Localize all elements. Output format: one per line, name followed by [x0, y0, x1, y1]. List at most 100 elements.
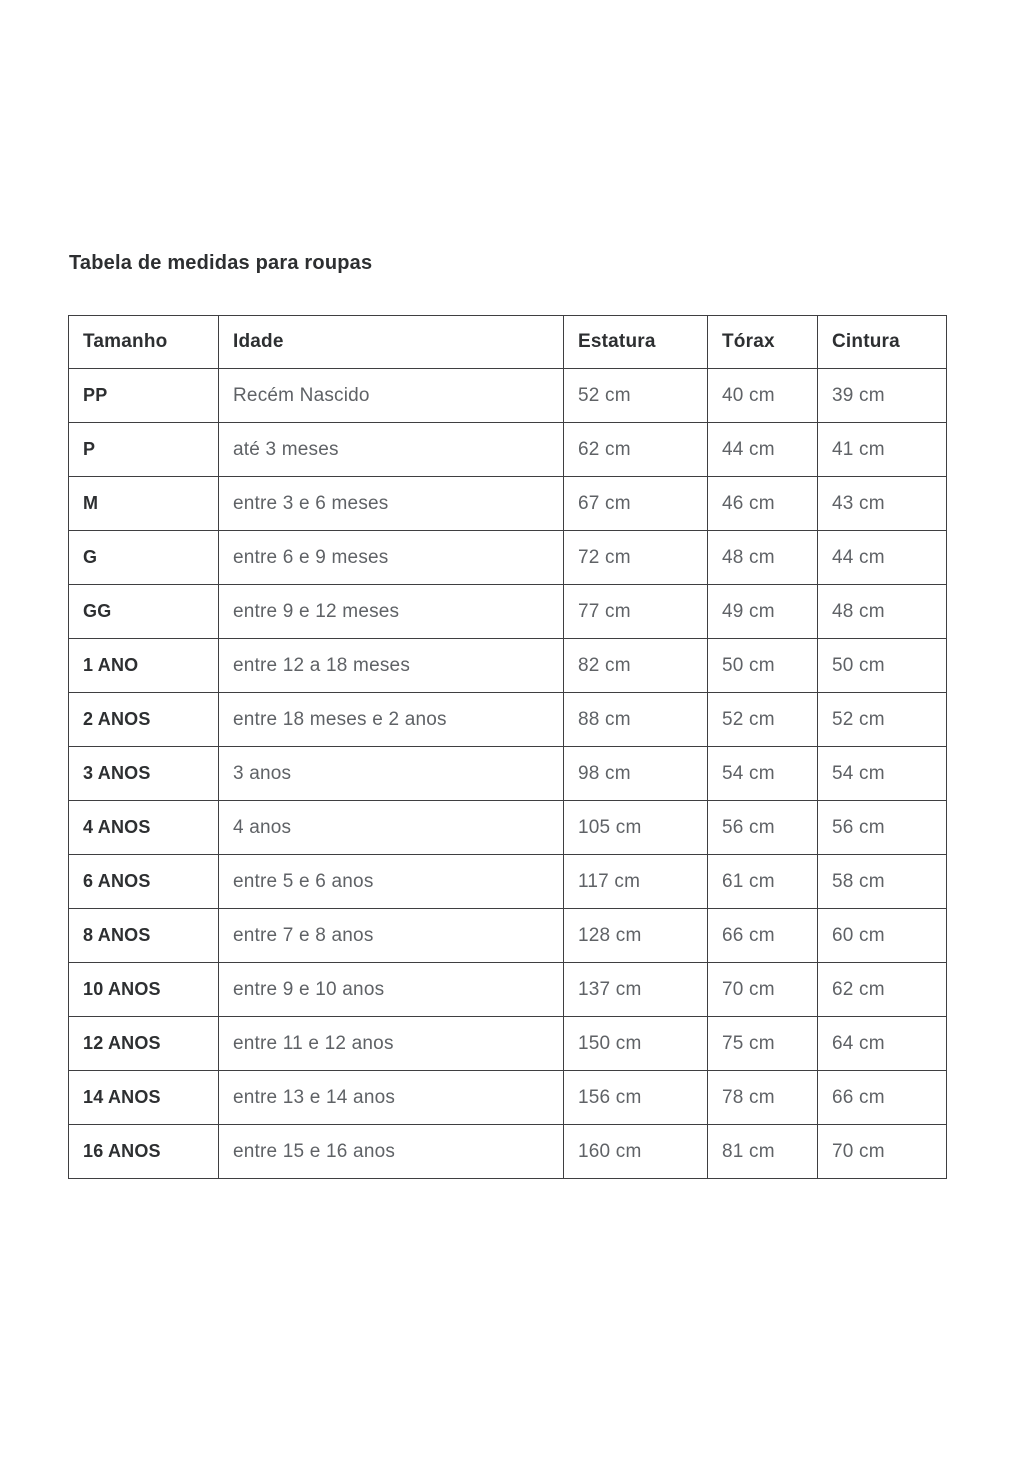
- age-cell: entre 9 e 12 meses: [218, 584, 564, 639]
- age-cell: entre 6 e 9 meses: [218, 530, 564, 585]
- chest-cell: 40 cm: [707, 368, 818, 423]
- waist-cell: 48 cm: [817, 584, 947, 639]
- height-cell: 88 cm: [563, 692, 708, 747]
- waist-cell: 52 cm: [817, 692, 947, 747]
- table-row: 4 ANOS 4 anos 105 cm 56 cm 56 cm: [68, 800, 947, 855]
- waist-cell: 58 cm: [817, 854, 947, 909]
- waist-cell: 60 cm: [817, 908, 947, 963]
- waist-cell: 41 cm: [817, 422, 947, 477]
- chest-cell: 66 cm: [707, 908, 818, 963]
- size-cell: P: [68, 422, 219, 477]
- age-cell: entre 9 e 10 anos: [218, 962, 564, 1017]
- height-cell: 52 cm: [563, 368, 708, 423]
- table-row: 12 ANOS entre 11 e 12 anos 150 cm 75 cm 64 c…: [68, 1016, 947, 1071]
- waist-cell: 66 cm: [817, 1070, 947, 1125]
- chest-cell: 52 cm: [707, 692, 818, 747]
- age-cell: entre 18 meses e 2 anos: [218, 692, 564, 747]
- table-row: 8 ANOS entre 7 e 8 anos 128 cm 66 cm 60 cm: [68, 908, 947, 963]
- chest-cell: 49 cm: [707, 584, 818, 639]
- age-cell: entre 13 e 14 anos: [218, 1070, 564, 1125]
- column-header-idade: Idade: [218, 315, 564, 369]
- size-cell: 1 ANO: [68, 638, 219, 693]
- waist-cell: 64 cm: [817, 1016, 947, 1071]
- waist-cell: 39 cm: [817, 368, 947, 423]
- height-cell: 150 cm: [563, 1016, 708, 1071]
- size-cell: GG: [68, 584, 219, 639]
- height-cell: 98 cm: [563, 746, 708, 801]
- height-cell: 160 cm: [563, 1124, 708, 1179]
- height-cell: 156 cm: [563, 1070, 708, 1125]
- size-cell: 10 ANOS: [68, 962, 219, 1017]
- table-row: 2 ANOS entre 18 meses e 2 anos 88 cm 52 cm 5…: [68, 692, 947, 747]
- age-cell: entre 3 e 6 meses: [218, 476, 564, 531]
- table-row: 3 ANOS 3 anos 98 cm 54 cm 54 cm: [68, 746, 947, 801]
- table-row: 16 ANOS entre 15 e 16 anos 160 cm 81 cm 70 c…: [68, 1124, 947, 1179]
- page: Tabela de medidas para roupas Tamanho Id…: [68, 252, 947, 1179]
- table-row: 14 ANOS entre 13 e 14 anos 156 cm 78 cm 66 c…: [68, 1070, 947, 1125]
- table-row: 6 ANOS entre 5 e 6 anos 117 cm 61 cm 58 cm: [68, 854, 947, 909]
- page-title: Tabela de medidas para roupas: [69, 252, 373, 274]
- waist-cell: 44 cm: [817, 530, 947, 585]
- column-header-torax: Tórax: [707, 315, 818, 369]
- size-table: Tamanho Idade Estatura Tórax Cintura PP R…: [68, 315, 947, 1179]
- age-cell: entre 7 e 8 anos: [218, 908, 564, 963]
- age-cell: 3 anos: [218, 746, 564, 801]
- height-cell: 67 cm: [563, 476, 708, 531]
- chest-cell: 61 cm: [707, 854, 818, 909]
- age-cell: entre 15 e 16 anos: [218, 1124, 564, 1179]
- height-cell: 72 cm: [563, 530, 708, 585]
- chest-cell: 70 cm: [707, 962, 818, 1017]
- column-header-estatura: Estatura: [563, 315, 708, 369]
- size-cell: G: [68, 530, 219, 585]
- chest-cell: 44 cm: [707, 422, 818, 477]
- chest-cell: 75 cm: [707, 1016, 818, 1071]
- waist-cell: 54 cm: [817, 746, 947, 801]
- height-cell: 137 cm: [563, 962, 708, 1017]
- waist-cell: 43 cm: [817, 476, 947, 531]
- chest-cell: 48 cm: [707, 530, 818, 585]
- size-cell: M: [68, 476, 219, 531]
- age-cell: até 3 meses: [218, 422, 564, 477]
- table-row: 1 ANO entre 12 a 18 meses 82 cm 50 cm 50 cm: [68, 638, 947, 693]
- size-cell: 2 ANOS: [68, 692, 219, 747]
- size-cell: 12 ANOS: [68, 1016, 219, 1071]
- size-cell: 16 ANOS: [68, 1124, 219, 1179]
- age-cell: entre 12 a 18 meses: [218, 638, 564, 693]
- height-cell: 82 cm: [563, 638, 708, 693]
- table-header-row: Tamanho Idade Estatura Tórax Cintura: [68, 315, 947, 369]
- waist-cell: 50 cm: [817, 638, 947, 693]
- size-cell: 3 ANOS: [68, 746, 219, 801]
- chest-cell: 81 cm: [707, 1124, 818, 1179]
- size-cell: 14 ANOS: [68, 1070, 219, 1125]
- column-header-tamanho: Tamanho: [68, 315, 219, 369]
- height-cell: 128 cm: [563, 908, 708, 963]
- size-cell: 8 ANOS: [68, 908, 219, 963]
- size-cell: 4 ANOS: [68, 800, 219, 855]
- size-cell: 6 ANOS: [68, 854, 219, 909]
- chest-cell: 54 cm: [707, 746, 818, 801]
- size-cell: PP: [68, 368, 219, 423]
- chest-cell: 78 cm: [707, 1070, 818, 1125]
- column-header-cintura: Cintura: [817, 315, 947, 369]
- table-row: PP Recém Nascido 52 cm 40 cm 39 cm: [68, 368, 947, 423]
- age-cell: entre 5 e 6 anos: [218, 854, 564, 909]
- table-row: GG entre 9 e 12 meses 77 cm 49 cm 48 cm: [68, 584, 947, 639]
- waist-cell: 70 cm: [817, 1124, 947, 1179]
- waist-cell: 56 cm: [817, 800, 947, 855]
- waist-cell: 62 cm: [817, 962, 947, 1017]
- age-cell: Recém Nascido: [218, 368, 564, 423]
- age-cell: entre 11 e 12 anos: [218, 1016, 564, 1071]
- chest-cell: 46 cm: [707, 476, 818, 531]
- height-cell: 62 cm: [563, 422, 708, 477]
- height-cell: 105 cm: [563, 800, 708, 855]
- height-cell: 77 cm: [563, 584, 708, 639]
- height-cell: 117 cm: [563, 854, 708, 909]
- age-cell: 4 anos: [218, 800, 564, 855]
- chest-cell: 56 cm: [707, 800, 818, 855]
- table-row: 10 ANOS entre 9 e 10 anos 137 cm 70 cm 62 cm: [68, 962, 947, 1017]
- chest-cell: 50 cm: [707, 638, 818, 693]
